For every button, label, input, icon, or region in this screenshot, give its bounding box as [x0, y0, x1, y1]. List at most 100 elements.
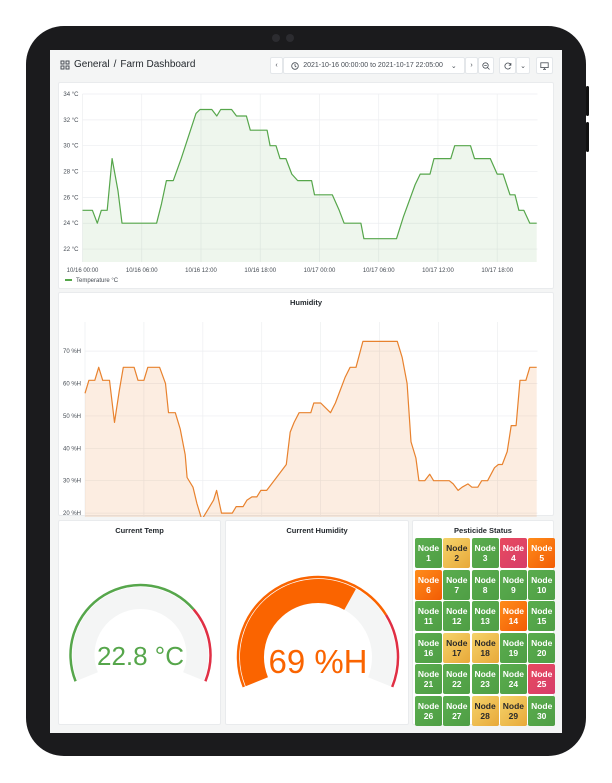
- node-number: 18: [480, 647, 490, 658]
- dashboard-title[interactable]: Farm Dashboard: [120, 59, 196, 70]
- node-label: Node: [417, 543, 440, 553]
- x-tick-label: 10/16 06:00: [126, 268, 158, 274]
- node-number: 13: [480, 616, 490, 626]
- camera-lens: [286, 34, 294, 42]
- volume-button: [586, 86, 589, 116]
- node-tile-21[interactable]: Node 21: [415, 664, 442, 694]
- node-number: 24: [508, 679, 519, 689]
- node-number: 28: [480, 710, 490, 721]
- node-tile-8[interactable]: Node 8: [471, 569, 499, 600]
- node-tile-3[interactable]: Node 3: [471, 538, 499, 568]
- y-tick-label: 30 %H: [63, 479, 81, 485]
- chevron-right-icon: ›: [470, 62, 473, 69]
- node-tile-20[interactable]: Node 20: [528, 632, 556, 663]
- y-tick-label: 70 %H: [63, 349, 81, 355]
- node-tile-7[interactable]: Node 7: [443, 569, 471, 600]
- node-number: 10: [536, 584, 547, 595]
- panel-title: Current Humidity: [286, 526, 348, 535]
- y-tick-label: 24 °C: [63, 221, 79, 227]
- node-tile-9[interactable]: Node 9: [499, 569, 527, 600]
- series-line: [84, 340, 537, 521]
- panel-title: Current Temp: [115, 526, 164, 535]
- node-number: 19: [508, 647, 519, 658]
- node-label: Node: [531, 574, 553, 585]
- node-tile-12[interactable]: Node 12: [443, 601, 471, 631]
- refresh-button[interactable]: [499, 57, 516, 74]
- node-tile-23[interactable]: Node 23: [471, 664, 499, 694]
- node-tile-4[interactable]: Node 4: [499, 538, 527, 568]
- y-tick-label: 40 %H: [63, 446, 81, 452]
- y-tick-label: 50 %H: [63, 414, 81, 420]
- chevron-down-icon: ⌄: [520, 62, 526, 70]
- node-number: 15: [536, 616, 547, 626]
- node-label: Node: [474, 606, 496, 616]
- time-forward-button[interactable]: ›: [465, 57, 478, 74]
- node-tile-15[interactable]: Node 15: [528, 601, 556, 631]
- node-tile-19[interactable]: Node 19: [499, 632, 527, 663]
- humidity-gauge: 69 %H: [236, 575, 400, 688]
- node-number: 16: [423, 647, 434, 658]
- node-number: 27: [452, 710, 462, 721]
- node-tile-1[interactable]: Node 1: [415, 538, 442, 568]
- node-tile-2[interactable]: Node 2: [443, 538, 471, 568]
- refresh-interval-dropdown[interactable]: ⌄: [516, 57, 530, 74]
- node-number: 22: [452, 679, 462, 689]
- node-tile-29[interactable]: Node 29: [499, 695, 527, 726]
- node-label: Node: [531, 669, 553, 679]
- temperature-chart[interactable]: 22 °C 24 °C 26 °C 28 °C 30 °C 32 °C 34 °C 10/16…: [59, 83, 555, 290]
- node-tile-16[interactable]: Node 16: [415, 632, 442, 663]
- x-tick-label: 10/17 12:00: [422, 268, 454, 274]
- node-label: Node: [502, 543, 525, 553]
- node-tile-17[interactable]: Node 17: [443, 632, 471, 663]
- y-tick-label: 34 °C: [63, 92, 79, 98]
- node-tile-6[interactable]: Node 6: [415, 569, 442, 600]
- node-label: Node: [502, 574, 525, 585]
- breadcrumb-folder[interactable]: General: [74, 59, 110, 70]
- gauge-track: [72, 587, 209, 681]
- node-tile-11[interactable]: Node 11: [415, 601, 442, 631]
- node-tile-22[interactable]: Node 22: [443, 664, 471, 694]
- tv-mode-button[interactable]: [536, 57, 553, 74]
- panel-title: Humidity: [289, 298, 323, 307]
- temperature-panel: 22 °C 24 °C 26 °C 28 °C 30 °C 32 °C 34 °C 10/16…: [58, 82, 554, 289]
- node-number: 11: [424, 616, 433, 626]
- x-tick-label: 10/16 12:00: [185, 268, 217, 274]
- node-label: Node: [417, 606, 440, 616]
- node-number: 3: [482, 553, 488, 563]
- node-number: 20: [536, 647, 547, 658]
- zoom-out-button[interactable]: [478, 57, 494, 74]
- node-tile-14[interactable]: Node 14: [499, 601, 527, 631]
- gauge-threshold-normal: [236, 575, 388, 688]
- node-tile-25[interactable]: Node 25: [528, 664, 556, 694]
- node-tile-27[interactable]: Node 27: [443, 695, 471, 726]
- node-tile-24[interactable]: Node 24: [499, 664, 527, 694]
- x-tick-label: 10/16 00:00: [67, 268, 99, 274]
- node-number: 2: [454, 553, 460, 563]
- node-label: Node: [417, 637, 440, 648]
- gauge-value: 22.8 °C: [97, 641, 184, 671]
- humidity-panel: Humidity 20 %H 30 %H 40 %H 50 %H 60 %H 70 %H 1…: [58, 292, 555, 560]
- node-number: 29: [508, 710, 519, 721]
- apps-grid-icon[interactable]: [60, 60, 70, 70]
- node-label: Node: [474, 637, 496, 648]
- node-number: 25: [536, 679, 547, 689]
- node-tile-28[interactable]: Node 28: [471, 695, 499, 726]
- time-range-picker[interactable]: 2021-10-16 00:00:00 to 2021-10-17 22:05:…: [283, 57, 465, 74]
- gauge-threshold-critical: [192, 608, 212, 682]
- legend-swatch: [65, 279, 72, 281]
- node-tile-26[interactable]: Node 26: [415, 695, 442, 726]
- volume-button: [586, 122, 589, 152]
- node-label: Node: [446, 700, 468, 711]
- node-tile-5[interactable]: Node 5: [528, 538, 556, 568]
- node-tile-13[interactable]: Node 13: [471, 601, 499, 631]
- humidity-chart[interactable]: 20 %H30 %H40 %H50 %H60 %H70 %H10/16 00:0…: [59, 293, 555, 560]
- node-tile-18[interactable]: Node 18: [471, 632, 499, 663]
- current-temp-panel: Current Temp 22.8 °C: [58, 520, 221, 725]
- zoom-out-icon: [482, 61, 490, 70]
- node-tile-10[interactable]: Node 10: [528, 569, 556, 600]
- gauge-threshold-critical: [384, 614, 400, 688]
- node-number: 6: [426, 584, 431, 595]
- time-back-button[interactable]: ‹: [270, 57, 283, 74]
- node-tile-30[interactable]: Node 30: [528, 695, 556, 726]
